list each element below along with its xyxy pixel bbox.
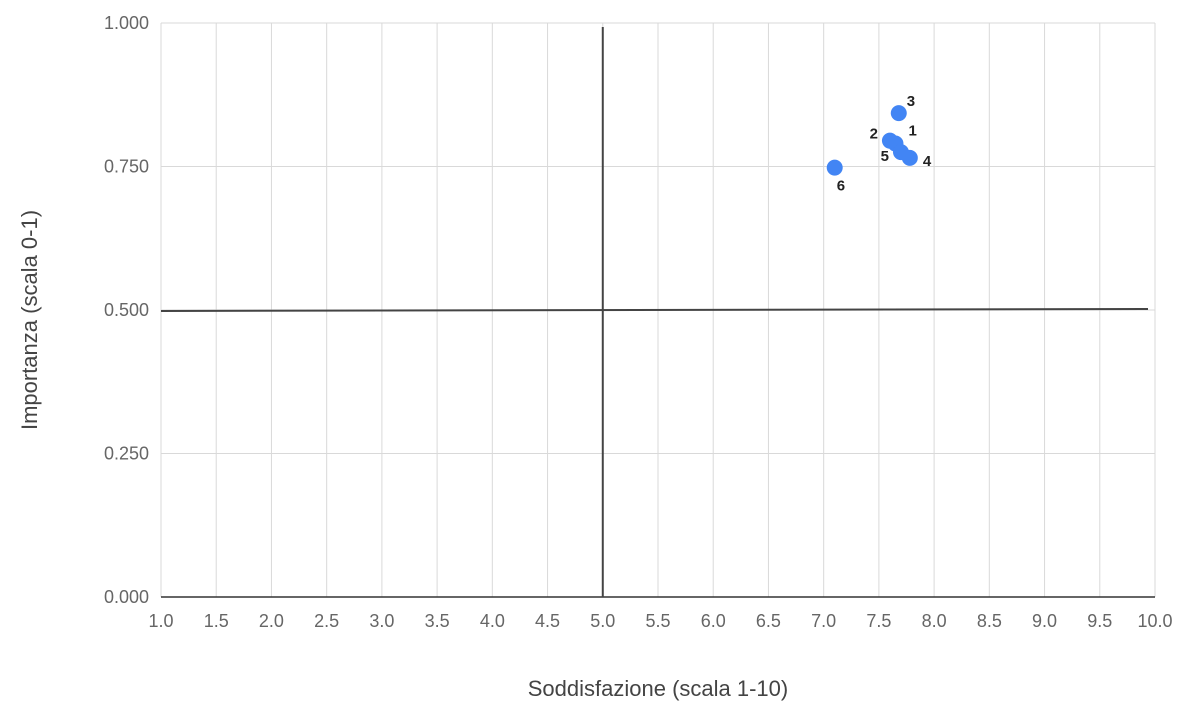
x-tick-label: 9.0 [1032, 611, 1057, 631]
x-tick-label: 8.0 [922, 611, 947, 631]
point-label-5: 5 [881, 148, 889, 165]
reference-lines [160, 27, 1155, 598]
horizontal-reference-line [160, 308, 1149, 312]
x-tick-label: 2.5 [314, 611, 339, 631]
point-label-3: 3 [907, 93, 915, 110]
point-label-1: 1 [908, 123, 916, 140]
data-point-5 [892, 144, 909, 161]
x-axis-title: Soddisfazione (scala 1-10) [528, 676, 788, 701]
y-tick-label: 0.250 [104, 444, 149, 464]
point-label-2: 2 [870, 126, 878, 143]
x-tick-label: 7.0 [811, 611, 836, 631]
x-tick-label: 4.5 [535, 611, 560, 631]
x-tick-label: 8.5 [977, 611, 1002, 631]
x-tick-label: 3.0 [369, 611, 394, 631]
y-tick-label: 0.500 [104, 300, 149, 320]
data-point-6 [826, 159, 843, 176]
x-tick-label: 5.5 [645, 611, 670, 631]
point-label-4: 4 [923, 153, 932, 170]
x-tick-label: 2.0 [259, 611, 284, 631]
x-tick-label: 5.0 [590, 611, 615, 631]
x-tick-label: 9.5 [1087, 611, 1112, 631]
x-tick-label: 10.0 [1137, 611, 1172, 631]
x-tick-label: 1.5 [204, 611, 229, 631]
x-tick-label: 7.5 [866, 611, 891, 631]
x-tick-label: 4.0 [480, 611, 505, 631]
y-tick-label: 1.000 [104, 13, 149, 33]
point-label-6: 6 [837, 178, 845, 195]
x-tick-label: 3.5 [425, 611, 450, 631]
y-tick-label: 0.750 [104, 157, 149, 177]
data-points: 1 2 3 4 5 6 [826, 93, 932, 195]
x-tick-label: 6.5 [756, 611, 781, 631]
tick-labels: 1.0 1.5 2.0 2.5 3.0 3.5 4.0 4.5 5.0 5.5 6.0 6.5 7.0 7… [104, 13, 1173, 631]
data-point-2 [881, 132, 898, 149]
x-tick-label: 6.0 [701, 611, 726, 631]
y-tick-label: 0.000 [104, 587, 149, 607]
y-axis-title: Importanza (scala 0-1) [17, 210, 42, 430]
x-tick-label: 1.0 [148, 611, 173, 631]
data-point-3 [890, 105, 907, 122]
